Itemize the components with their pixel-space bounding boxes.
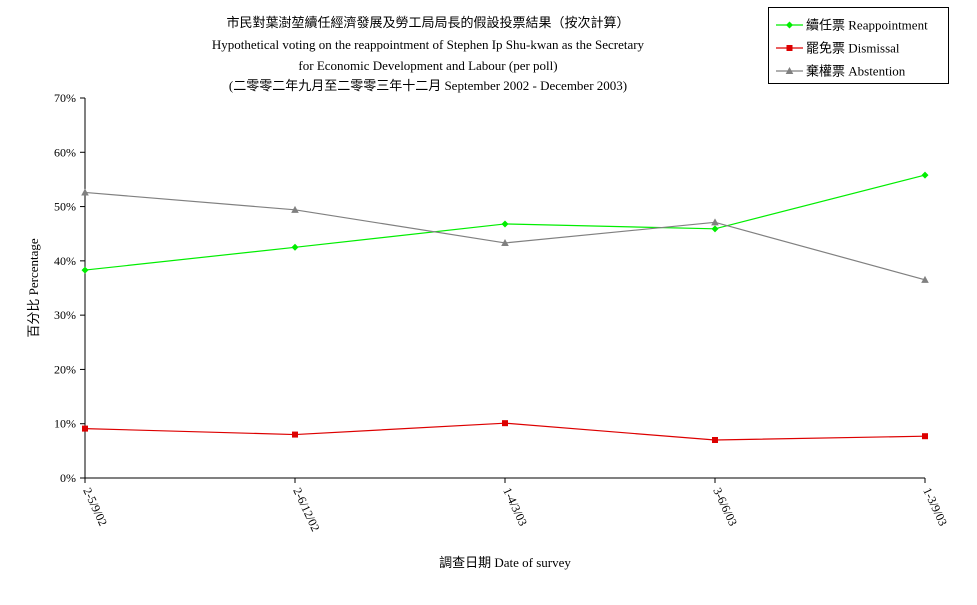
- data-point: [82, 425, 88, 432]
- data-point: [711, 218, 719, 226]
- legend: 續任票 Reappointment 罷免票 Dismissal 棄權票 Absten…: [768, 7, 949, 84]
- data-point: [501, 220, 509, 228]
- title-line-1: 市民對葉澍堃續任經濟發展及勞工局局長的假設投票結果（按次計算）: [226, 15, 629, 30]
- legend-swatch-marker: [785, 67, 794, 74]
- data-point: [81, 188, 89, 196]
- x-tick-label: 1-3/9/03: [920, 485, 950, 528]
- data-point: [922, 433, 928, 440]
- data-point: [81, 266, 89, 274]
- y-tick-label: 10%: [54, 417, 76, 431]
- data-point: [292, 431, 298, 438]
- series-3: [81, 188, 929, 283]
- x-tick-label: 1-4/3/03: [500, 485, 530, 528]
- legend-label: 續任票 Reappointment: [806, 18, 928, 33]
- chart-title: 市民對葉澍堃續任經濟發展及勞工局局長的假設投票結果（按次計算） Hypothet…: [212, 15, 645, 93]
- plot-area: 0% 10% 20% 30% 40% 50% 60% 70% 2-5/9/02 2-6/12/0…: [54, 91, 950, 534]
- y-axis-title: 百分比 Percentage: [26, 238, 41, 338]
- y-tick-label: 40%: [54, 254, 76, 268]
- title-line-3: for Economic Development and Labour (per…: [298, 58, 557, 73]
- legend-item: 罷免票 Dismissal: [776, 41, 900, 56]
- legend-item: 續任票 Reappointment: [776, 18, 928, 33]
- y-tick-label: 50%: [54, 200, 76, 214]
- x-tick-label: 2-6/12/02: [290, 485, 322, 533]
- data-point: [921, 275, 929, 283]
- data-point: [711, 225, 719, 233]
- data-point: [501, 238, 509, 246]
- y-tick-label: 30%: [54, 308, 76, 322]
- y-tick-label: 60%: [54, 145, 76, 159]
- legend-label: 棄權票 Abstention: [806, 64, 906, 79]
- legend-swatch-marker: [786, 21, 793, 29]
- data-point: [712, 437, 718, 443]
- series-2: [82, 420, 928, 443]
- series-1: [81, 171, 929, 274]
- title-line-4: (二零零二年九月至二零零三年十二月 September 2002 - Decem…: [229, 78, 627, 93]
- legend-item: 棄權票 Abstention: [776, 64, 906, 79]
- data-point: [921, 171, 929, 179]
- x-tick-label: 3-6/6/03: [710, 485, 740, 528]
- x-axis-title: 調查日期 Date of survey: [439, 555, 571, 570]
- data-point: [291, 205, 299, 213]
- data-point: [502, 420, 508, 427]
- y-tick-label: 70%: [54, 91, 76, 105]
- title-line-2: Hypothetical voting on the reappointment…: [212, 37, 645, 52]
- y-tick-label: 20%: [54, 362, 76, 376]
- series-line: [84, 191, 926, 281]
- x-tick-label: 2-5/9/02: [80, 485, 110, 528]
- data-point: [291, 243, 299, 251]
- y-tick-label: 0%: [60, 471, 76, 485]
- legend-swatch-marker: [786, 45, 793, 51]
- legend-label: 罷免票 Dismissal: [806, 41, 900, 56]
